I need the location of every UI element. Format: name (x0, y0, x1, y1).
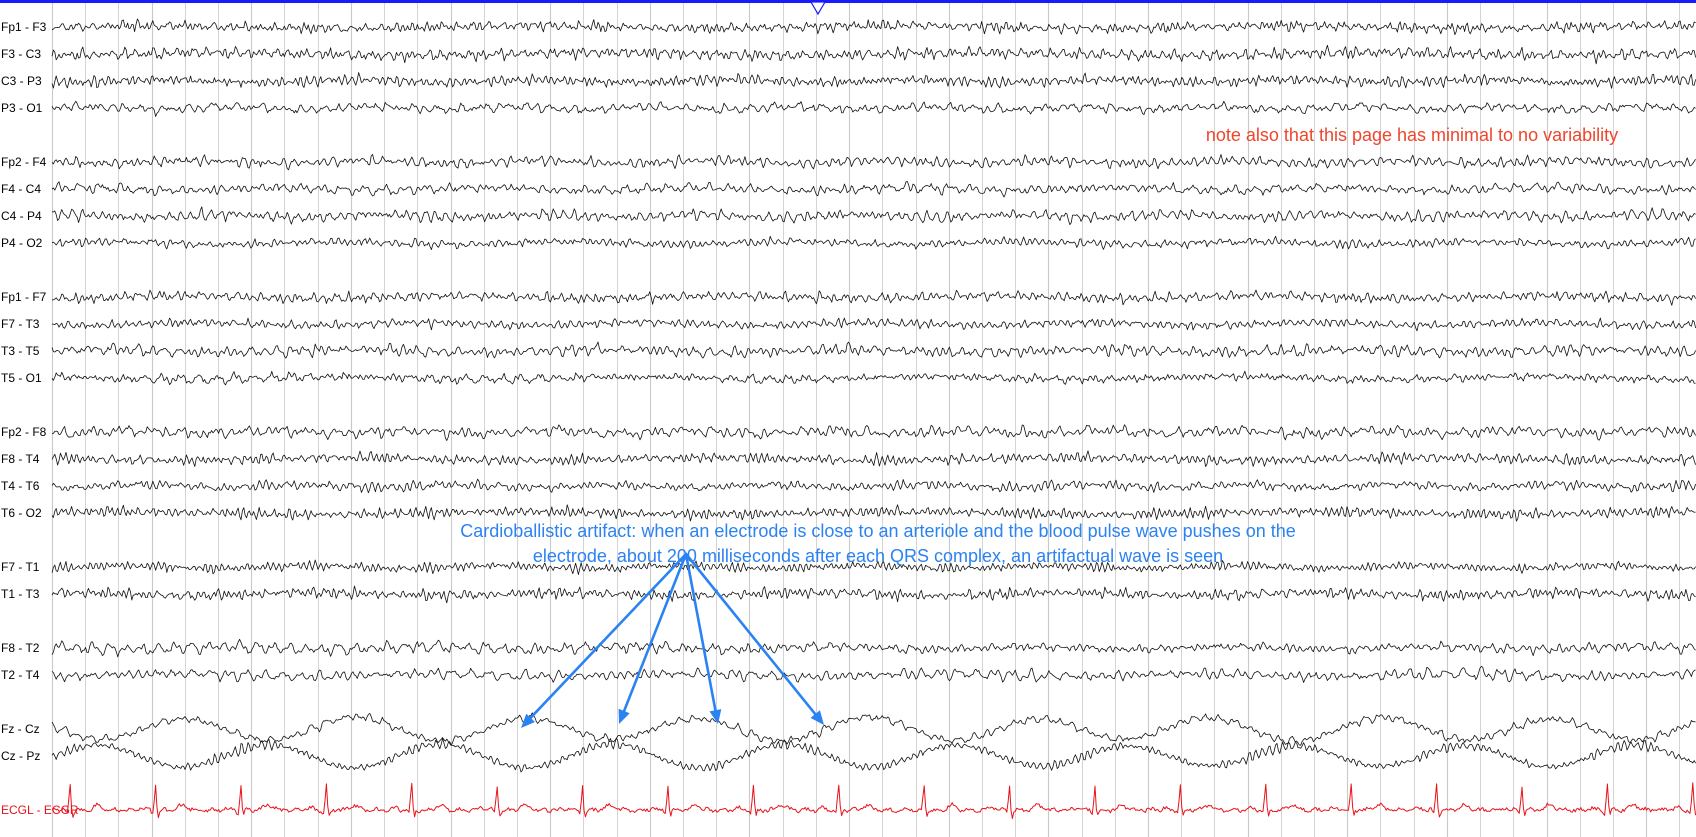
trace-t1-t3 (51, 585, 1696, 604)
trace-p3-o1 (51, 100, 1696, 117)
channel-label: T1 - T3 (1, 587, 40, 601)
variability-note: note also that this page has minimal to … (1206, 125, 1618, 145)
trace-f8-t4 (51, 450, 1696, 467)
trace-ecgl-ecgr (51, 782, 1696, 820)
channel-label: Fz - Cz (1, 722, 40, 736)
channel-label: T2 - T4 (1, 668, 40, 682)
cardioballistic-note-line-1: Cardioballistic artifact: when an electr… (460, 521, 1296, 541)
trace-f7-t3 (51, 317, 1696, 332)
artifact-arrow-shaft (529, 552, 688, 720)
artifact-arrow-shaft (684, 552, 817, 716)
channel-label: Fp2 - F4 (1, 155, 47, 169)
channel-label: Cz - Pz (1, 749, 40, 763)
trace-f3-c3 (51, 44, 1696, 65)
channel-label: F3 - C3 (1, 47, 41, 61)
channel-label: F8 - T4 (1, 452, 40, 466)
trace-f8-t2 (51, 638, 1696, 658)
trace-layer (51, 18, 1696, 820)
time-grid (51, 3, 1680, 837)
channel-label: T3 - T5 (1, 344, 40, 358)
artifact-arrow-head (618, 708, 630, 724)
top-time-bar (0, 0, 1696, 3)
trace-t2-t4 (51, 665, 1696, 683)
trace-f4-c4 (51, 181, 1696, 198)
channel-labels: Fp1 - F3 F3 - C3 C3 - P3 P3 - O1 Fp2 - F4 F4 … (1, 20, 79, 817)
channel-label: Fp1 - F7 (1, 290, 47, 304)
cardioballistic-note-line-2: electrode, about 200 milliseconds after … (533, 546, 1223, 566)
page-cursor-marker[interactable] (809, 1, 827, 16)
trace-f7-t1 (51, 559, 1696, 575)
trace-c3-p3 (51, 72, 1696, 89)
channel-label: T6 - O2 (1, 506, 42, 520)
artifact-arrow-head (521, 713, 535, 728)
channel-label: T5 - O1 (1, 371, 42, 385)
channel-label: Fp2 - F8 (1, 425, 47, 439)
trace-fp1-f3 (51, 18, 1696, 36)
channel-label: F7 - T3 (1, 317, 40, 331)
trace-fp2-f8 (51, 424, 1696, 441)
channel-label: T4 - T6 (1, 479, 40, 493)
channel-label: P3 - O1 (1, 101, 43, 115)
channel-label: F8 - T2 (1, 641, 40, 655)
trace-c4-p4 (51, 206, 1696, 226)
channel-label: F7 - T1 (1, 560, 40, 574)
artifact-arrow-head (810, 710, 824, 725)
channel-label: P4 - O2 (1, 236, 43, 250)
trace-p4-o2 (51, 235, 1696, 251)
trace-cz-pz (51, 737, 1696, 773)
channel-label: ECGL - ECGR (1, 803, 79, 817)
trace-t6-o2 (51, 504, 1696, 522)
artifact-arrow-shaft (622, 552, 688, 713)
trace-t3-t5 (51, 341, 1696, 359)
trace-fz-cz (51, 712, 1696, 746)
artifact-arrows (521, 552, 824, 728)
trace-t5-o1 (51, 370, 1696, 386)
trace-fp1-f7 (51, 289, 1696, 306)
channel-label: C3 - P3 (1, 74, 42, 88)
artifact-arrow-head (709, 709, 722, 724)
channel-label: C4 - P4 (1, 209, 42, 223)
artifact-arrow-shaft (684, 552, 717, 712)
trace-t4-t6 (51, 478, 1696, 494)
trace-fp2-f4 (51, 154, 1696, 171)
channel-label: Fp1 - F3 (1, 20, 47, 34)
channel-label: F4 - C4 (1, 182, 41, 196)
